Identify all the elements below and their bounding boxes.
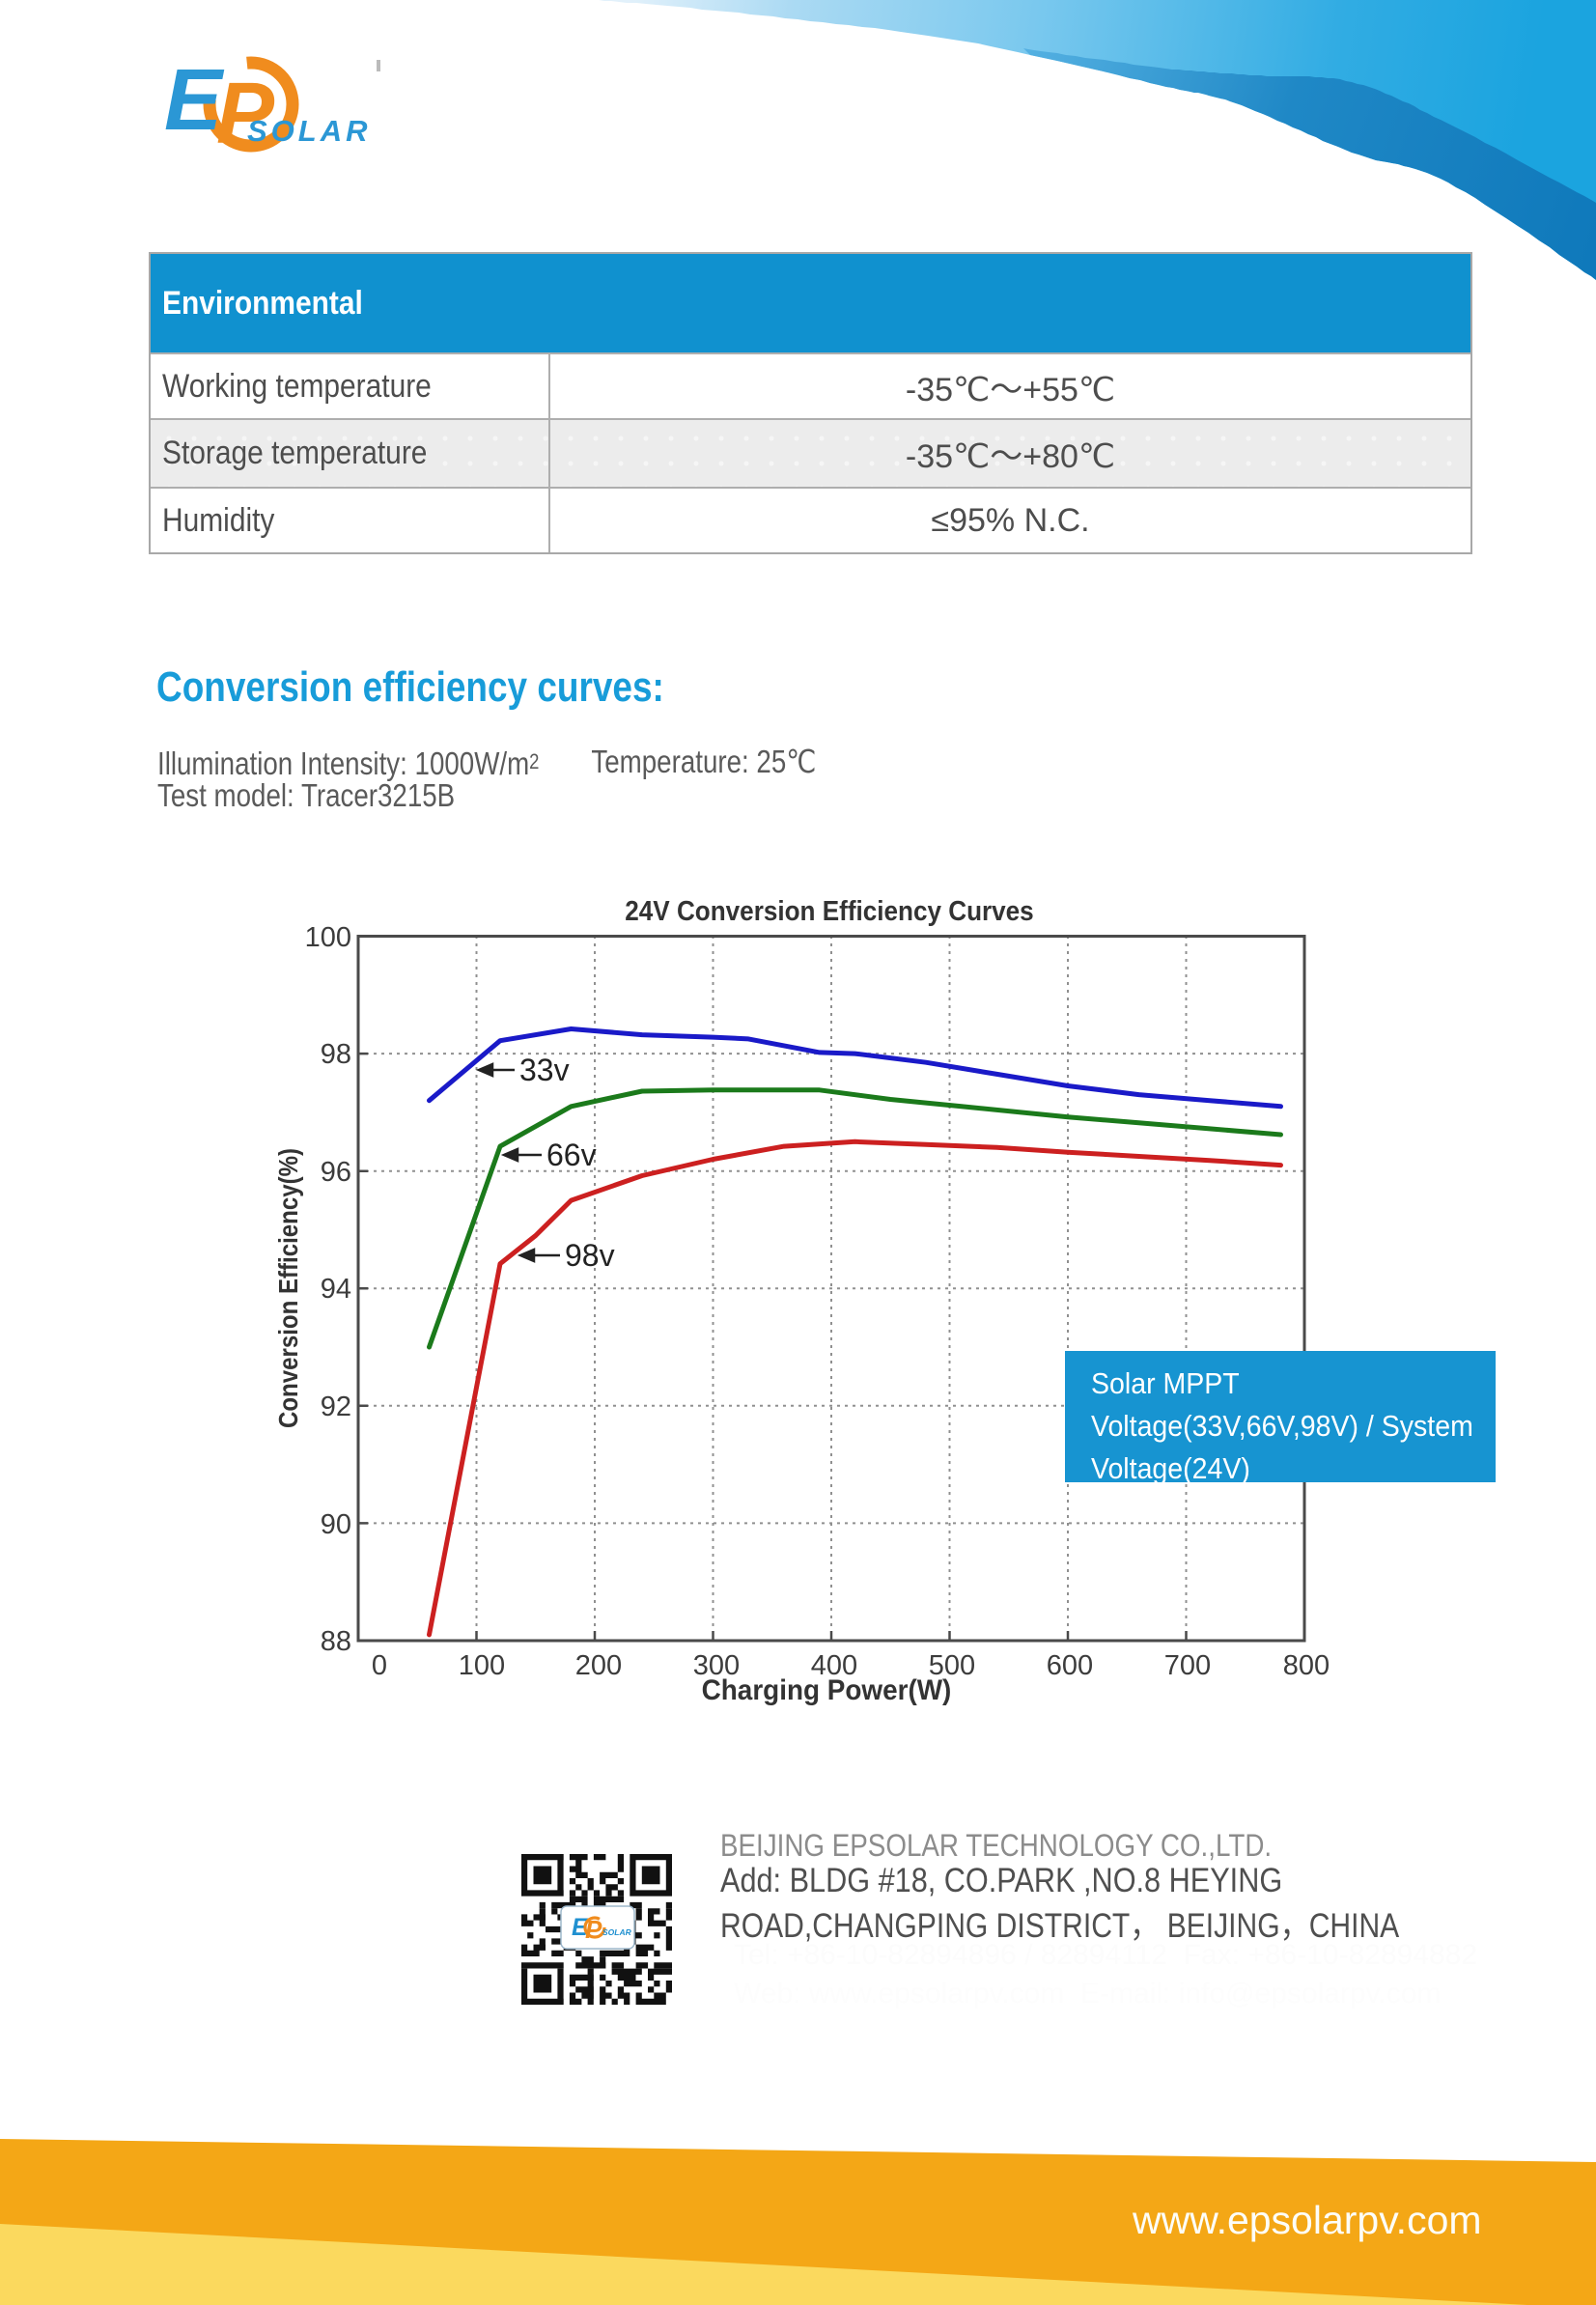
svg-text:24V Conversion Efficiency Curv: 24V Conversion Efficiency Curves <box>625 895 1033 927</box>
svg-text:500: 500 <box>929 1650 975 1681</box>
svg-text:300: 300 <box>693 1650 740 1681</box>
svg-text:400: 400 <box>811 1650 857 1681</box>
svg-text:SOLAR: SOLAR <box>602 1927 632 1937</box>
svg-text:P: P <box>216 66 275 162</box>
svg-text:E: E <box>164 52 225 149</box>
svg-text:92: 92 <box>321 1391 351 1422</box>
svg-text:600: 600 <box>1047 1650 1093 1681</box>
svg-text:98: 98 <box>321 1039 351 1070</box>
svg-text:Conversion Efficiency(%): Conversion Efficiency(%) <box>273 1148 303 1428</box>
svg-text:88: 88 <box>321 1626 351 1657</box>
svg-text:SOLAR: SOLAR <box>247 114 372 148</box>
svg-text:96: 96 <box>321 1157 351 1188</box>
svg-text:66v: 66v <box>546 1138 597 1172</box>
svg-text:33v: 33v <box>519 1053 570 1087</box>
svg-text:100: 100 <box>459 1650 505 1681</box>
svg-text:E: E <box>572 1914 589 1941</box>
svg-text:100: 100 <box>305 922 351 953</box>
svg-text:800: 800 <box>1283 1650 1330 1681</box>
svg-text:700: 700 <box>1164 1650 1211 1681</box>
svg-text:98v: 98v <box>565 1238 615 1273</box>
svg-text:90: 90 <box>321 1509 351 1540</box>
svg-text:0: 0 <box>372 1650 387 1681</box>
svg-text:200: 200 <box>575 1650 622 1681</box>
svg-text:Charging Power(W): Charging Power(W) <box>702 1674 952 1706</box>
svg-text:94: 94 <box>321 1274 351 1305</box>
